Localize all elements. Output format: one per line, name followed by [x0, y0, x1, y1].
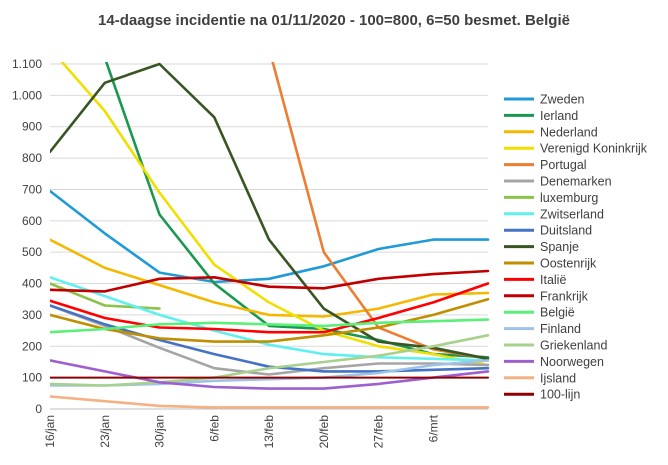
y-tick-label: 200	[22, 339, 42, 353]
series-line-ijsland	[50, 395, 490, 409]
series-line-belgi-	[50, 318, 490, 334]
y-tick-label: 600	[22, 214, 42, 228]
x-tick-label: 30/jan	[153, 415, 167, 448]
series-line-zwitserland	[50, 276, 490, 362]
legend-label-zwitserland: Zwitserland	[540, 207, 604, 221]
x-tick-label: 16/jan	[43, 415, 57, 448]
x-tick-label: 13/feb	[262, 415, 276, 449]
legend-label-griekenland: Griekenland	[540, 339, 607, 353]
series-line-zweden	[50, 189, 490, 284]
legend-label-100-lijn: 100-lijn	[540, 388, 580, 402]
series-line-nederland	[50, 238, 490, 318]
y-tick-label: 1.000	[12, 88, 42, 102]
series-line-oostenrijk	[50, 297, 490, 343]
y-tick-label: 0	[35, 402, 42, 416]
series-line-itali-	[50, 282, 490, 334]
x-tick-label: 20/feb	[317, 415, 331, 449]
series-line-spanje	[50, 62, 490, 361]
y-tick-label: 800	[22, 151, 42, 165]
x-tick-label: 6/mrt	[426, 414, 440, 442]
legend-label-frankrijk: Frankrijk	[540, 289, 589, 303]
legend-label-luxemburg: luxemburg	[540, 191, 598, 205]
legend-label-oostenrijk: Oostenrijk	[540, 257, 597, 271]
y-tick-label: 900	[22, 120, 42, 134]
y-tick-label: 400	[22, 277, 42, 291]
legend-label-ierland: Ierland	[540, 109, 578, 123]
legend-label-itali-: Italië	[540, 273, 566, 287]
legend-label-verenigd-koninkrijk: Verenigd Koninkrijk	[540, 142, 648, 156]
legend-label-belgi-: België	[540, 306, 575, 320]
series-line-verenigd-koninkrijk	[60, 62, 490, 367]
legend-label-portugal: Portugal	[540, 158, 587, 172]
legend-label-nederland: Nederland	[540, 125, 598, 139]
x-tick-label: 6/feb	[207, 415, 221, 442]
y-tick-label: 700	[22, 182, 42, 196]
legend-label-denemarken: Denemarken	[540, 175, 612, 189]
series-line-ierland	[104, 62, 490, 359]
series-group	[50, 62, 490, 409]
legend-label-zweden: Zweden	[540, 93, 585, 107]
series-line-noorwegen	[50, 359, 490, 390]
x-tick-label: 23/jan	[98, 415, 112, 448]
x-tick-label: 27/feb	[372, 415, 386, 449]
series-line-griekenland	[50, 334, 490, 387]
legend-label-finland: Finland	[540, 322, 581, 336]
y-tick-label: 500	[22, 245, 42, 259]
legend-label-duitsland: Duitsland	[540, 224, 592, 238]
series-line-frankrijk	[50, 269, 490, 293]
y-tick-label: 1.100	[12, 57, 42, 71]
legend-label-noorwegen: Noorwegen	[540, 355, 604, 369]
y-tick-label: 300	[22, 308, 42, 322]
y-tick-label: 100	[22, 371, 42, 385]
legend-label-ijsland: Ijsland	[540, 371, 576, 385]
series-line-duitsland	[50, 304, 490, 373]
legend-label-spanje: Spanje	[540, 240, 579, 254]
chart-title: 14-daagse incidentie na 01/11/2020 - 100…	[98, 12, 570, 29]
